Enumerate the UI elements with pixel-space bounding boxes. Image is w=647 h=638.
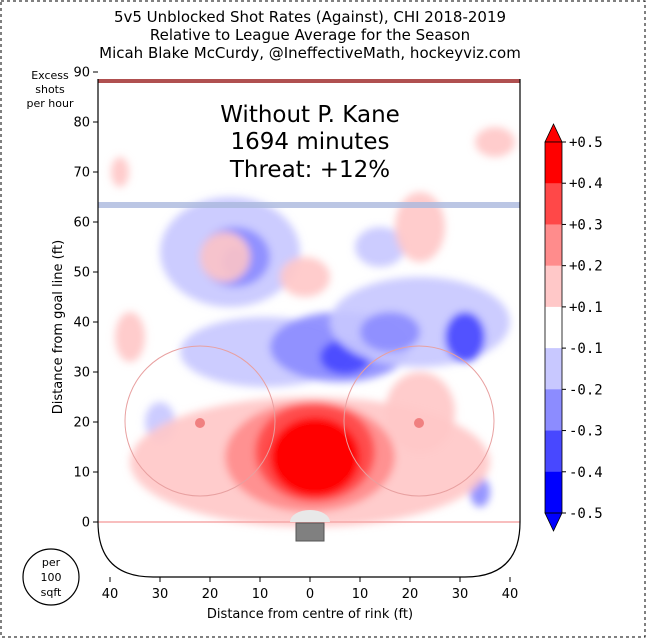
y-tick-label: 20 <box>73 416 90 431</box>
colorbar-segment <box>545 183 562 225</box>
goal-net <box>295 522 325 542</box>
chart-title-line-3: Micah Blake McCurdy, @IneffectiveMath, h… <box>99 44 521 62</box>
colorbar-tick-label: -0.2 <box>569 382 603 398</box>
chart-title-line-1: 5v5 Unblocked Shot Rates (Against), CHI … <box>114 8 506 26</box>
x-tick-label: 40 <box>502 587 519 602</box>
colorbar-tick-label: -0.5 <box>569 506 603 522</box>
colorbar-segment <box>545 348 562 390</box>
colorbar-tick-label: -0.1 <box>569 341 603 357</box>
y-tick-label: 90 <box>73 66 90 81</box>
per-area-circle <box>22 548 80 606</box>
density-region <box>385 372 455 452</box>
per-area-badge: per 100 sqft <box>22 548 80 606</box>
x-tick-label: 0 <box>306 587 314 602</box>
annotation-threat: Threat: +12% <box>229 157 390 183</box>
y-axis-label: Distance from goal line (ft) <box>51 240 66 414</box>
density-blur-group <box>111 127 515 527</box>
rink <box>97 79 521 578</box>
colorbar-outline <box>544 141 563 514</box>
faceoff-circle-right <box>343 345 495 497</box>
rink-markings <box>98 202 520 542</box>
faceoff-dot-left <box>195 418 205 428</box>
units-label-line-1: Excess <box>31 69 69 82</box>
colorbar-tick-label: -0.4 <box>569 465 603 481</box>
per-area-line-1: per <box>42 556 61 569</box>
colorbar-extend-top <box>544 123 563 143</box>
x-tick-label: 30 <box>152 587 169 602</box>
colorbar-segment <box>545 224 562 266</box>
density-regions <box>111 127 515 527</box>
density-region <box>280 257 330 297</box>
colorbar-tick-label: +0.5 <box>569 135 603 151</box>
density-region <box>290 422 350 482</box>
colorbar-tick-label: +0.3 <box>569 217 603 233</box>
faceoff-dot-right <box>414 418 424 428</box>
units-label-line-3: per hour <box>27 97 74 110</box>
red-line <box>98 79 520 83</box>
colorbar-segment <box>545 471 562 514</box>
y-tick-label: 10 <box>73 466 90 481</box>
y-tick-label: 80 <box>73 116 90 131</box>
density-region <box>445 312 485 362</box>
per-area-line-2: 100 <box>41 571 62 584</box>
density-region <box>200 232 250 282</box>
density-region <box>475 127 515 157</box>
chart-title-line-2: Relative to League Average for the Seaso… <box>150 26 470 44</box>
per-area-line-3: sqft <box>41 586 62 599</box>
colorbar-segment <box>545 142 562 184</box>
y-tick-label: 60 <box>73 216 90 231</box>
x-axis-label: Distance from centre of rink (ft) <box>207 607 413 622</box>
colorbar-segment <box>545 389 562 431</box>
colorbar-tick-label: +0.2 <box>569 259 603 275</box>
colorbar-segment <box>545 430 562 473</box>
colorbar-extend-bottom <box>544 512 563 532</box>
density-region <box>330 277 510 367</box>
y-tick-label: 0 <box>82 516 90 531</box>
x-tick-label: 10 <box>252 587 269 602</box>
y-tick-label: 50 <box>73 266 90 281</box>
blue-line <box>98 202 520 208</box>
faceoff-circle-left <box>124 345 276 497</box>
x-axis: 40 30 20 10 0 10 20 30 40 <box>102 577 519 602</box>
annotation-minutes: 1694 minutes <box>231 129 390 155</box>
colorbar-tick-label: -0.3 <box>569 424 603 440</box>
colorbar-segment <box>545 306 562 349</box>
units-label-line-2: shots <box>35 83 65 96</box>
colorbar: +0.5 +0.4 +0.3 +0.2 +0.1 -0.1 -0.2 -0.3 -0.4 -0.5 <box>544 123 603 532</box>
rink-boards <box>97 79 521 578</box>
annotation-player: Without P. Kane <box>220 102 400 128</box>
y-tick-label: 70 <box>73 166 90 181</box>
x-tick-label: 10 <box>352 587 369 602</box>
density-region <box>111 157 129 187</box>
colorbar-segment <box>545 265 562 308</box>
x-tick-label: 40 <box>102 587 119 602</box>
colorbar-tick-label: +0.4 <box>569 176 603 192</box>
y-tick-label: 30 <box>73 366 90 381</box>
density-region <box>395 192 445 262</box>
x-tick-label: 20 <box>402 587 419 602</box>
goal-crease <box>290 510 330 522</box>
y-axis: 0 10 20 30 40 50 60 70 80 90 <box>73 66 98 531</box>
density-region <box>115 312 145 362</box>
x-tick-label: 20 <box>202 587 219 602</box>
density-region <box>355 227 405 267</box>
y-tick-label: 40 <box>73 316 90 331</box>
colorbar-tick-label: +0.1 <box>569 300 603 316</box>
x-tick-label: 30 <box>452 587 469 602</box>
density-region <box>360 312 420 352</box>
